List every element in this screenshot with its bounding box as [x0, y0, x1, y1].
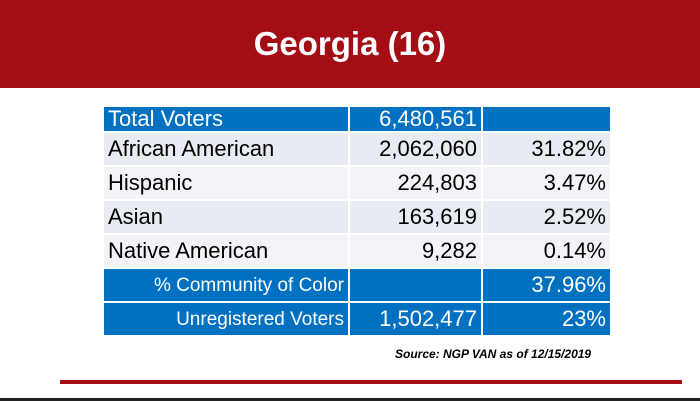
- row-label: Unregistered Voters: [104, 302, 350, 337]
- row-percent: 23%: [482, 302, 612, 337]
- row-percent: [482, 107, 612, 133]
- title-banner: Georgia (16): [0, 0, 700, 88]
- row-label: African American: [104, 132, 350, 167]
- table-row-african-american: African American 2,062,060 31.82%: [104, 132, 612, 167]
- row-count: 2,062,060: [349, 132, 483, 167]
- row-percent: 0.14%: [482, 234, 612, 269]
- row-count: 1,502,477: [349, 302, 483, 337]
- row-count: 224,803: [349, 166, 483, 201]
- table-row-native-american: Native American 9,282 0.14%: [104, 234, 612, 269]
- row-percent: 31.82%: [482, 132, 612, 167]
- footer-divider: [60, 380, 682, 384]
- row-label: Asian: [104, 200, 350, 235]
- row-count: 163,619: [349, 200, 483, 235]
- source-note: Source: NGP VAN as of 12/15/2019: [395, 347, 592, 361]
- table-row-unregistered-voters: Unregistered Voters 1,502,477 23%: [104, 302, 612, 337]
- row-label: Total Voters: [104, 107, 350, 133]
- table-row-total-voters: Total Voters 6,480,561: [104, 107, 612, 133]
- row-percent: 3.47%: [482, 166, 612, 201]
- bottom-edge-bar: [0, 398, 700, 401]
- table-row-community-of-color: % Community of Color 37.96%: [104, 268, 612, 303]
- row-label: Hispanic: [104, 166, 350, 201]
- page-title: Georgia (16): [253, 25, 447, 62]
- row-count: 9,282: [349, 234, 483, 269]
- voter-stats-table: Total Voters 6,480,561 African American …: [104, 107, 612, 337]
- row-count: [349, 268, 483, 303]
- table-row-asian: Asian 163,619 2.52%: [104, 200, 612, 235]
- row-count: 6,480,561: [349, 107, 483, 133]
- row-percent: 2.52%: [482, 200, 612, 235]
- row-label: % Community of Color: [104, 268, 350, 303]
- row-label: Native American: [104, 234, 350, 269]
- table-row-hispanic: Hispanic 224,803 3.47%: [104, 166, 612, 201]
- row-percent: 37.96%: [482, 268, 612, 303]
